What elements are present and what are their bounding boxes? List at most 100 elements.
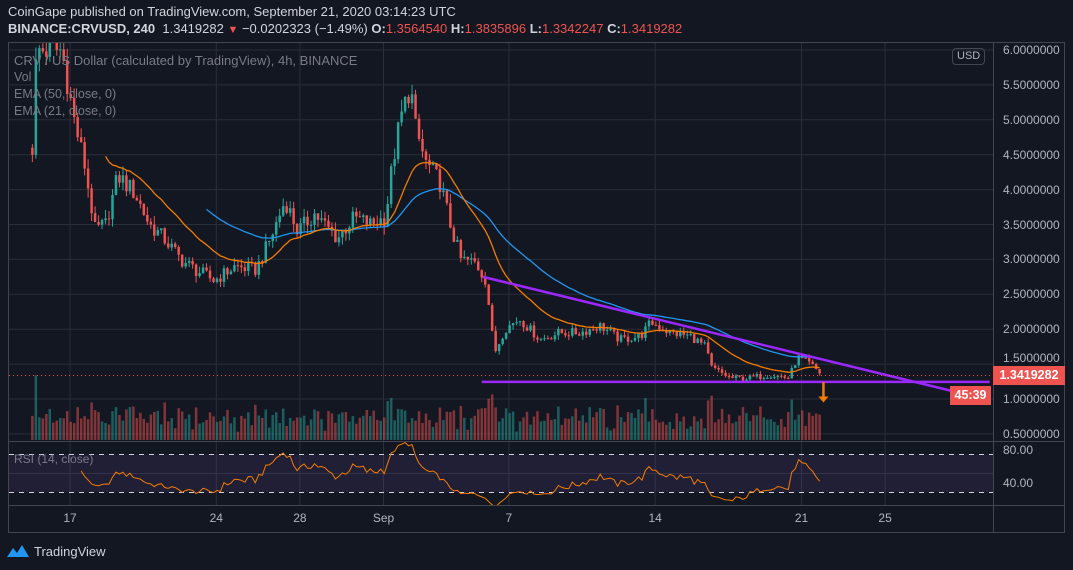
candle-body <box>132 179 135 198</box>
candle-body <box>780 375 783 377</box>
volume-bar <box>302 415 306 440</box>
candle-body <box>564 333 567 336</box>
candle-body <box>302 216 306 224</box>
volume-bar <box>504 408 508 440</box>
volume-bar <box>800 410 804 440</box>
candle-body <box>208 270 212 279</box>
volume-bar <box>755 415 759 440</box>
legend-ema50[interactable]: EMA (50, close, 0) <box>14 87 117 101</box>
volume-bar <box>229 423 233 440</box>
volume-bar <box>118 415 121 440</box>
volume-bar <box>38 417 41 440</box>
volume-bar <box>766 419 769 440</box>
candle-body <box>38 48 41 60</box>
volume-bar <box>121 420 125 440</box>
bar-countdown: 45:39 <box>950 386 991 405</box>
volume-bar <box>100 421 104 440</box>
volume-bar <box>341 412 344 440</box>
candle-body <box>45 51 48 57</box>
candle-body <box>731 376 734 378</box>
open-label: O: <box>371 21 386 36</box>
candle-body <box>111 194 114 220</box>
volume-bar <box>382 417 386 440</box>
candle-body <box>365 215 369 226</box>
volume-bar <box>759 406 762 440</box>
volume-bar <box>180 411 184 440</box>
candle-body <box>205 267 208 271</box>
candle-body <box>787 377 790 379</box>
volume-bar <box>362 415 365 440</box>
volume-bar <box>407 422 410 440</box>
candle-body <box>483 277 487 285</box>
price-tick: 6.0000000 <box>1003 43 1060 57</box>
legend-rsi[interactable]: RSI (14, close) <box>14 452 94 466</box>
volume-bar <box>295 417 299 440</box>
candle-body <box>48 43 52 57</box>
candle-body <box>229 271 233 275</box>
candle-body <box>804 357 807 359</box>
candle-body <box>727 376 731 378</box>
currency-badge[interactable]: USD <box>952 48 986 65</box>
candle-body <box>571 328 574 336</box>
volume-bar <box>567 418 571 440</box>
candle-body <box>194 264 198 276</box>
candle-body <box>515 322 518 324</box>
volume-bar <box>532 416 536 440</box>
candle-body <box>591 329 595 331</box>
candle-body <box>511 323 515 326</box>
candle-body <box>769 377 773 379</box>
volume-bar <box>459 405 463 440</box>
volume-bar <box>449 412 452 440</box>
candle-body <box>386 203 389 227</box>
volume-bar <box>243 418 247 440</box>
candle-body <box>679 331 682 337</box>
volume-bar <box>45 413 48 440</box>
volume-bar <box>522 417 525 440</box>
volume-bar <box>267 427 271 440</box>
volume-bar <box>278 423 281 440</box>
symbol[interactable]: BINANCE:CRVUSD, 240 <box>8 21 156 36</box>
volume-bar <box>93 410 97 440</box>
legend-vol[interactable]: Vol <box>14 70 32 84</box>
volume-bar <box>166 421 170 440</box>
candle-body <box>595 329 598 331</box>
candle-body <box>588 329 591 335</box>
volume-bar <box>783 426 787 440</box>
candle-body <box>640 333 644 339</box>
volume-bar <box>571 416 574 440</box>
volume-bar <box>198 423 201 440</box>
candle-body <box>734 375 738 378</box>
candle-body <box>149 221 153 225</box>
candle-body <box>355 211 358 217</box>
candle-body <box>626 336 630 342</box>
volume-bar <box>550 419 553 440</box>
candle-body <box>146 214 149 222</box>
volume-bar <box>271 415 274 440</box>
candle-body <box>358 216 362 218</box>
volume-bar <box>393 420 396 440</box>
volume-bar <box>539 421 543 440</box>
price-tick: 5.0000000 <box>1003 112 1060 127</box>
time-tick: 17 <box>63 511 77 525</box>
volume-bar <box>344 412 348 440</box>
volume-bar <box>616 405 619 440</box>
volume-bar <box>515 431 518 440</box>
candle-body <box>410 94 414 104</box>
candle-body <box>668 330 672 334</box>
candle-body <box>309 224 313 226</box>
candle-body <box>191 260 194 265</box>
candle-body <box>654 324 658 326</box>
candle-body <box>623 335 626 337</box>
volume-bar <box>584 422 588 440</box>
candle-body <box>612 329 616 332</box>
volume-bar <box>717 419 720 440</box>
legend-ema21[interactable]: EMA (21, close, 0) <box>14 104 117 118</box>
volume-bar <box>358 417 362 440</box>
volume-bar <box>163 402 166 440</box>
tradingview-logo[interactable]: TradingView <box>6 543 106 559</box>
volume-bar <box>250 425 254 440</box>
volume-bar <box>69 421 72 440</box>
volume-bar <box>797 414 800 440</box>
price-tick: 0.5000000 <box>1003 426 1060 441</box>
